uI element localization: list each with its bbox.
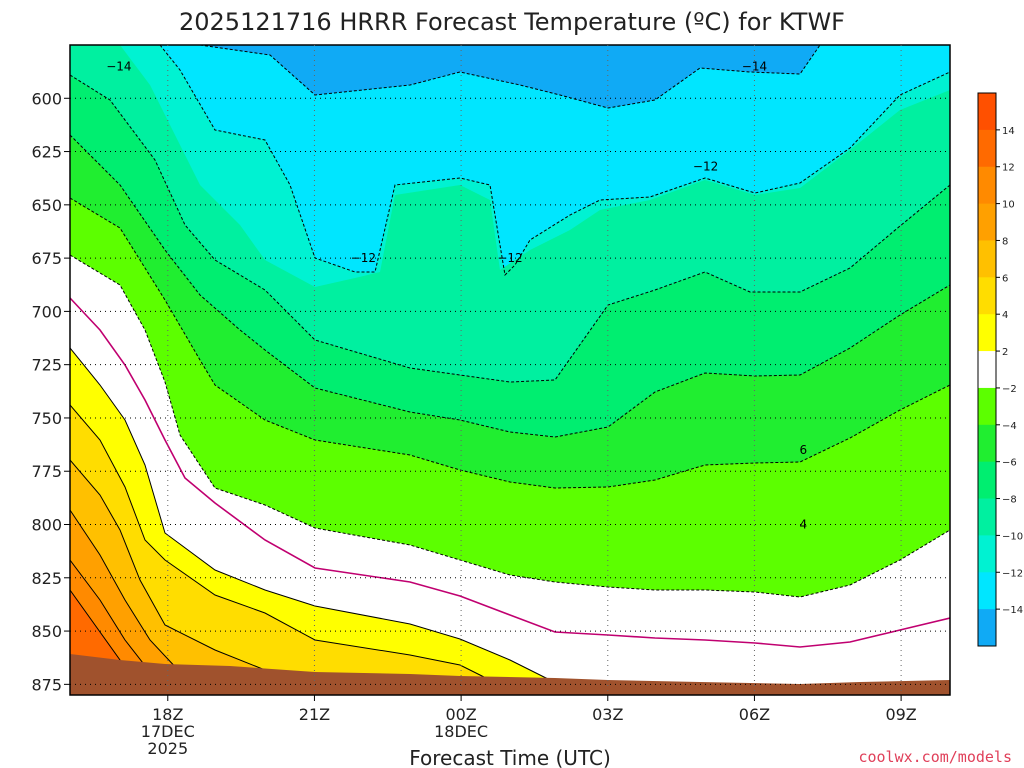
x-tick-year: 2025 — [147, 739, 188, 758]
colorbar-label: −6 — [1002, 458, 1017, 469]
x-tick-date: 17DEC — [141, 722, 195, 741]
colorbar-swatch — [978, 351, 996, 389]
colorbar-label: −14 — [1002, 605, 1023, 616]
colorbar-swatch — [978, 277, 996, 315]
y-tick-label: 875 — [31, 675, 62, 694]
colorbar-label: −2 — [1002, 384, 1017, 395]
colorbar-swatch — [978, 240, 996, 278]
contour-label: 6 — [800, 443, 808, 457]
colorbar-swatch — [978, 498, 996, 536]
contour-minus-6 — [70, 197, 950, 489]
colorbar-label: 4 — [1002, 310, 1008, 321]
x-tick-label: 06Z — [739, 705, 770, 724]
y-tick-label: 600 — [31, 89, 62, 108]
colorbar-swatch — [978, 535, 996, 573]
credit-link[interactable]: coolwx.com/models — [858, 748, 1012, 766]
plot-frame — [69, 44, 951, 696]
colorbar-swatch — [978, 609, 996, 647]
colorbar-label: 6 — [1002, 273, 1008, 284]
colorbar-swatch — [978, 129, 996, 168]
y-tick-label: 700 — [31, 302, 62, 321]
colorbar: 14 12 10 8 6 4 2 −2 −4 −6 −8 −10 −12 −14 — [977, 92, 1023, 647]
x-tick-label: 03Z — [592, 705, 623, 724]
colorbar-label: −10 — [1002, 531, 1023, 542]
x-tick-label: 09Z — [885, 705, 916, 724]
band-minus-2 — [70, 255, 950, 695]
colorbar-swatch — [978, 461, 996, 500]
band-minus-16 — [200, 45, 820, 108]
colorbar-swatch — [978, 387, 996, 426]
x-tick-label: 00Z — [445, 705, 476, 724]
y-tick-label: 800 — [31, 516, 62, 535]
x-tick-date: 18DEC — [434, 722, 488, 741]
colorbar-swatch — [978, 424, 996, 463]
contour-minus-10 — [70, 74, 950, 383]
contour-minus-12 — [159, 45, 950, 277]
y-tick-label: 625 — [31, 143, 62, 162]
chart-title: 2025121716 HRRR Forecast Temperature (ºC… — [179, 8, 845, 36]
contour-label: −14 — [106, 59, 131, 73]
colorbar-swatch — [978, 93, 996, 131]
y-tick-label: 850 — [31, 622, 62, 641]
contour-label: −14 — [742, 59, 767, 73]
y-axis: 600 625 650 675 700 725 750 775 800 825 850 875 — [31, 89, 70, 694]
contour-label: −12 — [693, 159, 718, 173]
y-tick-label: 750 — [31, 409, 62, 428]
colorbar-swatch — [978, 572, 996, 610]
colorbar-label: −4 — [1002, 421, 1017, 432]
contour-label: 4 — [800, 518, 808, 532]
negative-contours — [70, 45, 950, 598]
y-tick-label: 825 — [31, 569, 62, 588]
colorbar-label: −12 — [1002, 568, 1023, 579]
contour-plus-2 — [70, 347, 551, 681]
contour-plus-4 — [70, 404, 491, 681]
x-axis-label: Forecast Time (UTC) — [409, 746, 611, 768]
colorbar-label: 8 — [1002, 236, 1008, 247]
band-plus-4 — [70, 405, 490, 695]
contour-minus-4 — [70, 254, 950, 598]
y-tick-label: 675 — [31, 249, 62, 268]
colorbar-label: 10 — [1002, 200, 1015, 211]
colorbar-label: 14 — [1002, 126, 1015, 137]
colorbar-swatch — [978, 203, 996, 241]
x-tick-label: 21Z — [299, 705, 330, 724]
grid — [70, 45, 950, 695]
colorbar-frame — [977, 92, 997, 647]
contour-label: −12 — [351, 251, 376, 265]
freezing-line — [70, 297, 950, 648]
contour-plus-6 — [70, 459, 316, 686]
y-tick-label: 775 — [31, 462, 62, 481]
contour-minus-8 — [70, 134, 950, 438]
colorbar-swatch — [978, 314, 996, 352]
x-tick-label: 18Z — [152, 705, 183, 724]
contour-minus-14 — [199, 45, 821, 109]
y-tick-label: 650 — [31, 196, 62, 215]
colorbar-label: −8 — [1002, 495, 1017, 506]
colorbar-label: 12 — [1002, 163, 1015, 174]
y-tick-label: 725 — [31, 356, 62, 375]
colorbar-label: 2 — [1002, 347, 1008, 358]
colorbar-swatch — [978, 166, 996, 205]
